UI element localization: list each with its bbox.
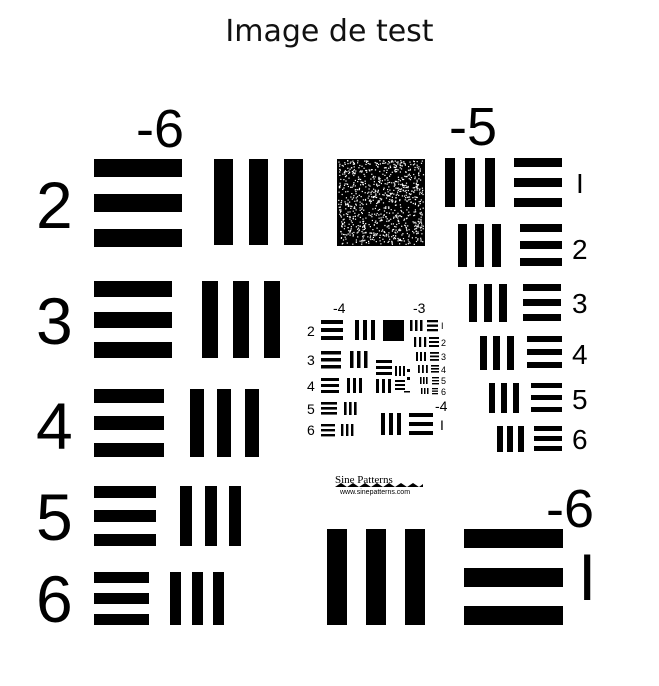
logo-text: Sine Patterns [335,474,393,486]
bars-v-5 [180,486,241,546]
group-label-neg3: -3 [413,300,426,316]
tiny-label-5: 5 [441,376,446,386]
bars-h-r4 [527,336,562,368]
sine-patterns-logo: Sine Patterns www.sinepatterns.com [335,474,423,496]
small-label-3: 3 [307,352,315,368]
tiny-nested-cluster [376,360,410,393]
bars-v-r2 [458,224,501,267]
bars-h-3 [94,281,172,358]
small-bars-left [321,320,375,437]
bars-h-bottom [464,529,563,625]
group-label-neg4-small: -4 [435,398,448,414]
group-label-neg5: -5 [449,97,497,157]
bars-h-r3 [523,284,561,321]
element-label-right-6: 6 [572,424,588,455]
bars-v-6 [170,572,224,625]
bars-v-r1 [445,158,495,207]
element-label-right-3: 3 [572,288,588,319]
bars-h-2 [94,159,182,247]
logo-url: www.sinepatterns.com [339,489,410,496]
small-label-5: 5 [307,401,315,417]
noise-square [337,159,425,246]
small-bars-neg4 [381,413,433,435]
bars-h-r5 [531,383,562,412]
bars-v-bottom [327,529,425,625]
bars-h-r1 [514,158,562,207]
group-label-neg4: -4 [333,300,346,316]
element-label-6: 6 [36,562,73,636]
bars-v-r5 [489,383,519,413]
small-label-6: 6 [307,422,315,438]
tiny-label-6: 6 [441,387,446,397]
tiny-label-1: I [441,321,444,331]
element-label-3: 3 [36,284,73,358]
tiny-label-4: 4 [441,365,446,375]
element-label-right-1: I [576,168,584,199]
tiny-label-3: 3 [441,352,446,362]
small-solid-square [383,320,404,341]
group-label-neg6-left: -6 [136,99,184,159]
bars-v-2 [214,159,303,245]
element-label-right-2: 2 [572,234,588,265]
small-label-4: 4 [307,378,315,394]
bars-v-r6 [497,426,524,452]
bars-v-r3 [469,284,507,322]
element-label-right-4: 4 [572,339,588,370]
noise-speckles [338,160,425,245]
bars-h-r2 [520,224,562,266]
bars-h-4 [94,389,164,457]
small-label-2: 2 [307,323,315,339]
bars-h-6 [94,572,149,625]
page-title: Image de test [225,14,434,49]
element-label-right-5: 5 [572,384,588,415]
bars-v-r4 [480,336,514,370]
element-label-2: 2 [36,168,73,242]
element-label-4: 4 [36,389,73,463]
bottom-element-label: I [578,540,596,614]
bars-v-3 [202,281,280,358]
bars-h-r6 [534,426,562,451]
element-label-5: 5 [36,480,73,554]
bars-v-4 [190,389,259,457]
bars-h-5 [94,486,156,546]
tiny-element-label: I [440,417,444,433]
small-bars-right [410,320,439,395]
tiny-label-2: 2 [441,338,446,348]
